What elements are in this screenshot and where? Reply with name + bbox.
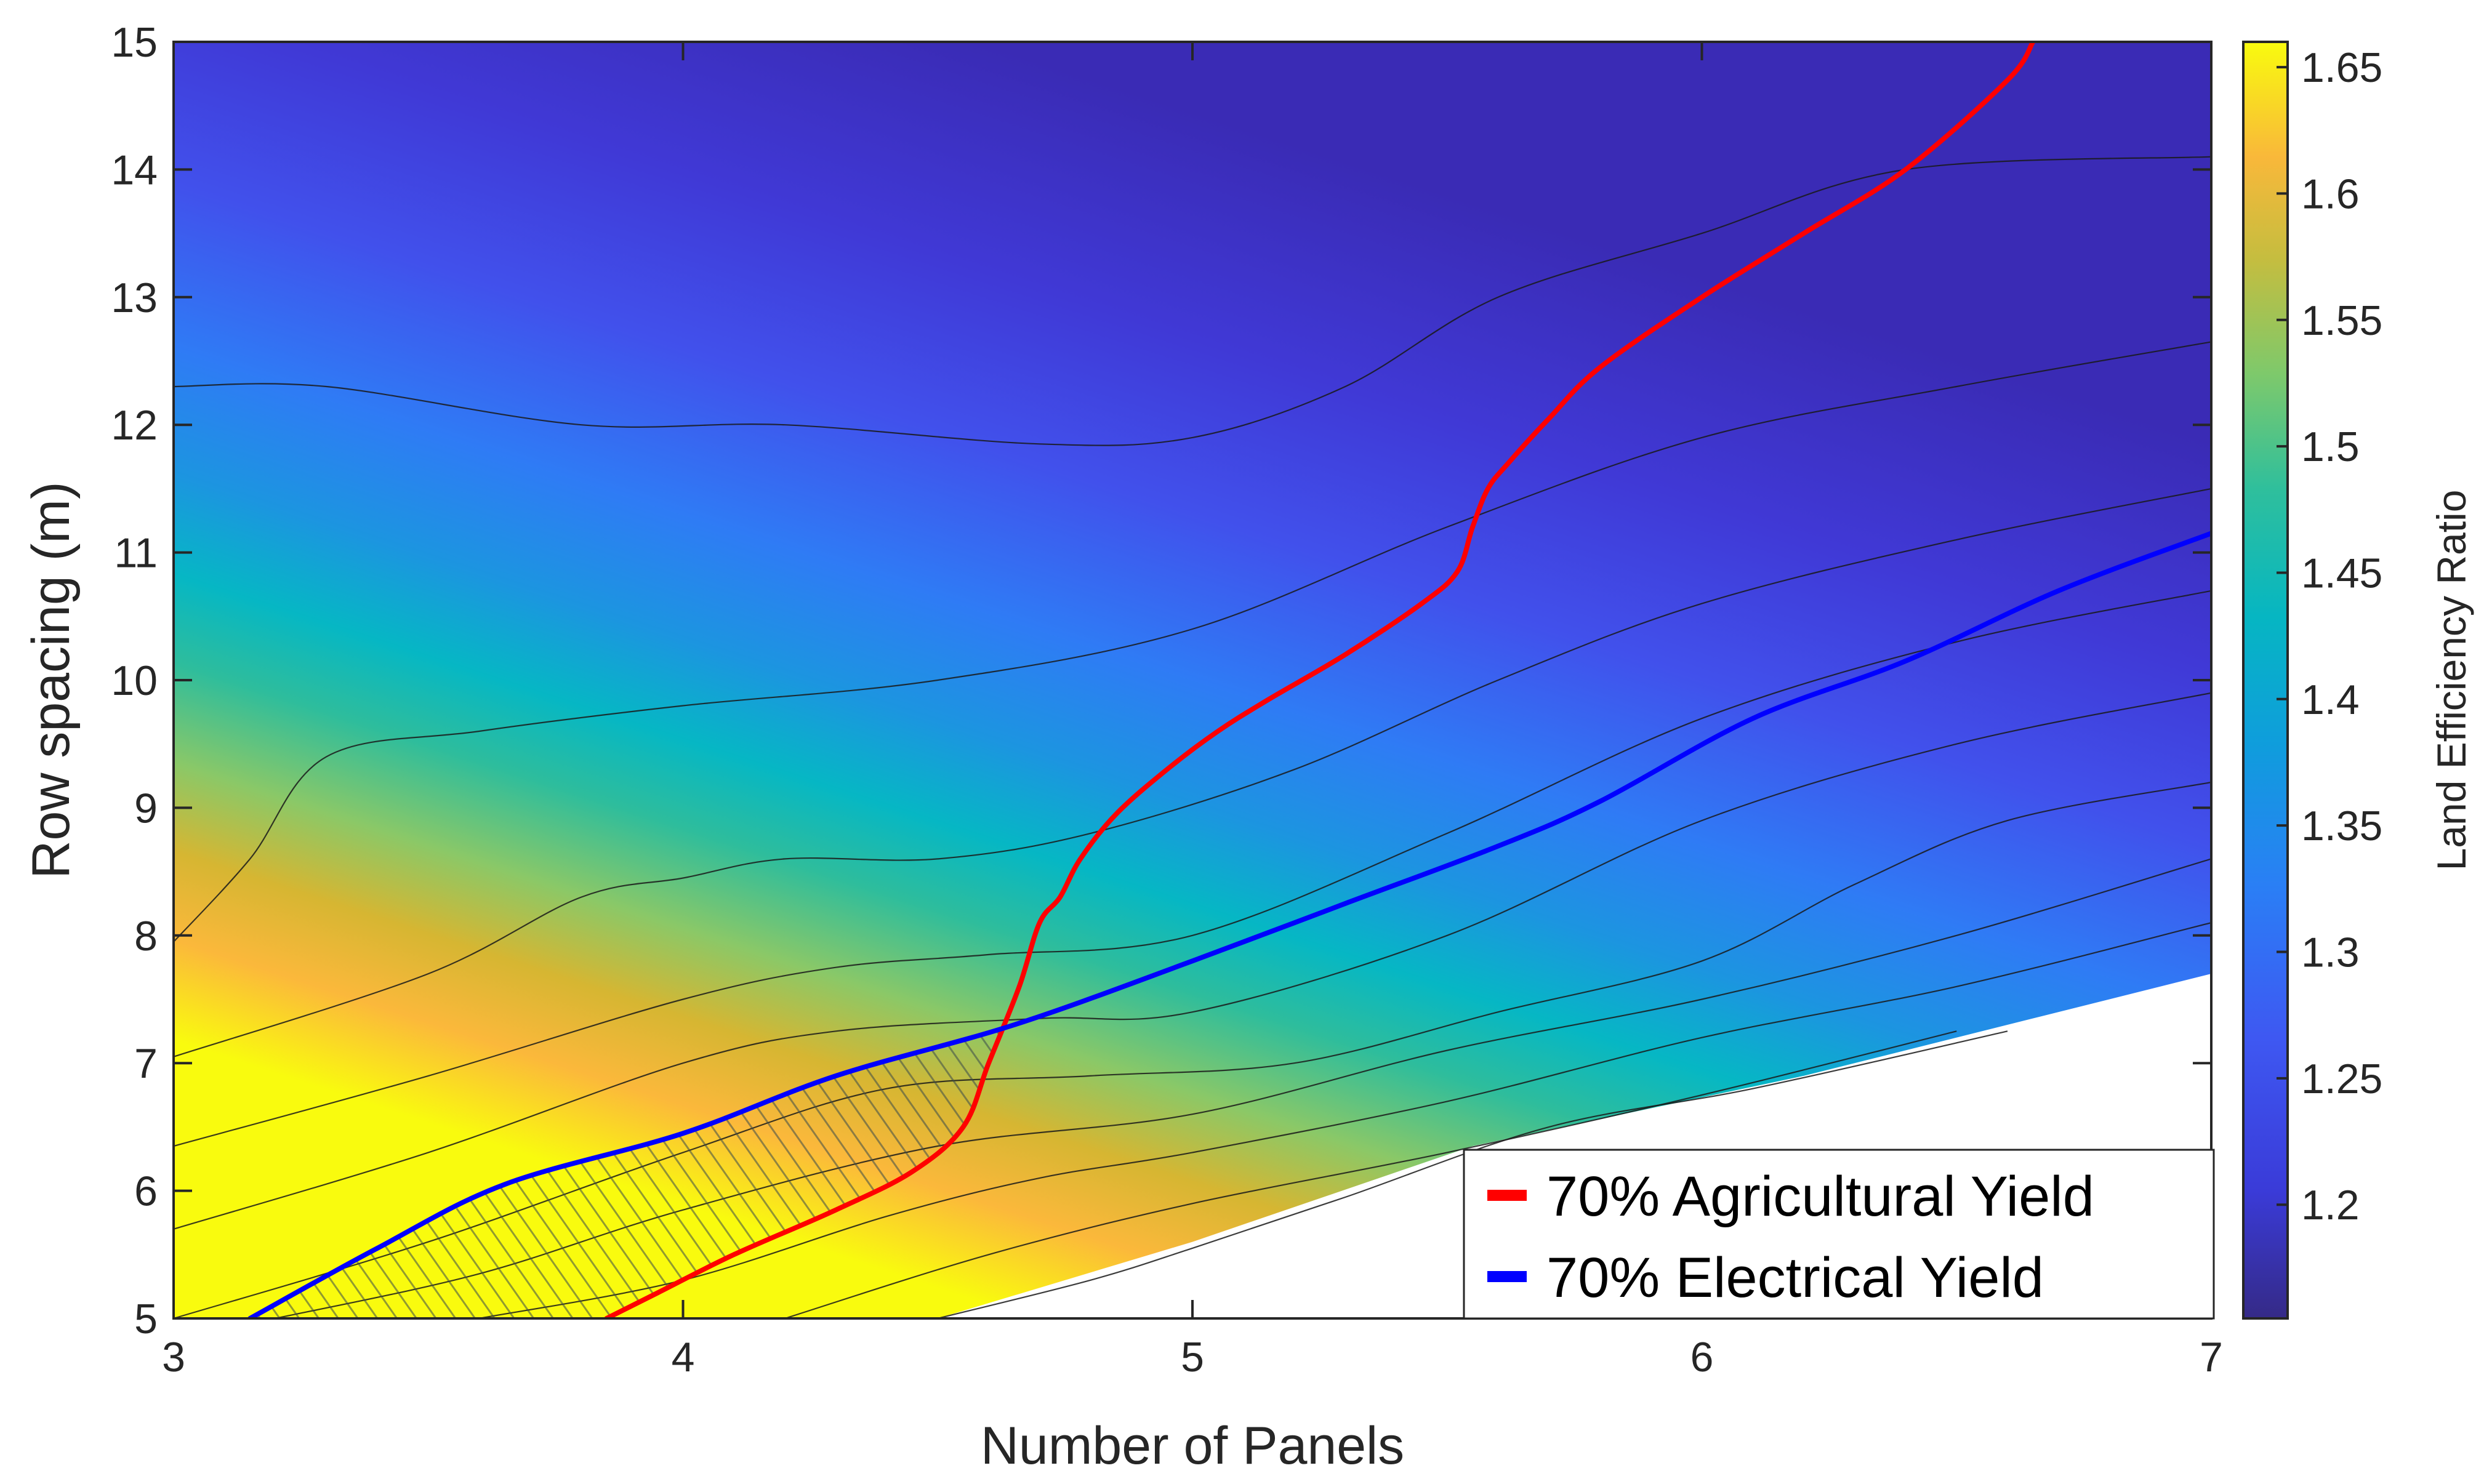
y-tick-label: 6 xyxy=(134,1168,158,1215)
y-tick-label: 15 xyxy=(111,19,158,66)
colorbar-tick-label: 1.2 xyxy=(2301,1182,2360,1229)
efficiency-field xyxy=(174,42,2211,1318)
colorbar: 1.2 1.25 1.3 1.35 1.4 1.45 1.5 1.55 1.6 1.65 Land… xyxy=(2242,41,2474,1320)
y-tick-label: 10 xyxy=(111,657,158,704)
contour-line xyxy=(174,156,2211,446)
series-lines xyxy=(247,42,2211,1318)
legend-label-electrical: 70% Electrical Yield xyxy=(1546,1246,2044,1309)
y-tick-label: 8 xyxy=(134,913,158,960)
y-tick-label: 13 xyxy=(111,275,158,321)
colorbar-tick-label: 1.45 xyxy=(2301,550,2382,596)
electrical-yield-line xyxy=(247,531,2211,1318)
colorbar-tick-label: 1.65 xyxy=(2301,44,2382,91)
x-tick-label: 5 xyxy=(1181,1334,1204,1381)
y-tick-label: 14 xyxy=(111,146,158,193)
colorbar-tick-label: 1.25 xyxy=(2301,1056,2382,1102)
x-tick-label: 6 xyxy=(1690,1334,1714,1381)
contour-line xyxy=(938,1030,2008,1318)
colorbar-tick-label: 1.5 xyxy=(2301,423,2360,470)
y-tick-label: 9 xyxy=(134,785,158,832)
y-axis-title: Row spacing (m) xyxy=(22,481,81,878)
colorbar-tick-label: 1.4 xyxy=(2301,676,2360,723)
hatched-feasible-region xyxy=(199,1027,1007,1318)
y-tick-label: 11 xyxy=(114,530,158,577)
x-tick-label: 4 xyxy=(672,1334,695,1381)
contour-line xyxy=(784,1030,1957,1318)
y-axis: 5 6 7 8 9 10 11 12 13 14 15 xyxy=(111,19,2211,1342)
agricultural-yield-line xyxy=(604,42,2036,1318)
x-tick-label: 7 xyxy=(2200,1334,2223,1381)
x-axis: 3 4 5 6 7 xyxy=(162,42,2223,1381)
colorbar-title: Land Efficiency Ratio xyxy=(2429,490,2474,871)
colorbar-tick-label: 1.35 xyxy=(2301,803,2382,849)
colorbar-tick-label: 1.55 xyxy=(2301,297,2382,344)
x-tick-label: 3 xyxy=(162,1334,185,1381)
colorbar-tick-label: 1.6 xyxy=(2301,170,2360,217)
legend: 70% Agricultural Yield 70% Electrical Yi… xyxy=(1463,1149,2215,1320)
contour-line xyxy=(174,487,2211,1057)
contour-line xyxy=(479,922,2211,1318)
colorbar-gradient xyxy=(2242,41,2289,1320)
legend-label-agricultural: 70% Agricultural Yield xyxy=(1546,1165,2094,1228)
contour-line xyxy=(174,341,2211,942)
contour-line xyxy=(174,590,2211,1147)
colorbar-tick-label: 1.3 xyxy=(2301,929,2360,976)
y-tick-label: 7 xyxy=(134,1040,158,1087)
y-tick-label: 12 xyxy=(111,402,158,449)
contour-line xyxy=(174,692,2211,1230)
y-tick-label: 5 xyxy=(134,1296,158,1342)
legend-box xyxy=(1463,1149,2215,1320)
colorbar-ticks: 1.2 1.25 1.3 1.35 1.4 1.45 1.5 1.55 1.6 1.65 xyxy=(2277,44,2382,1229)
x-axis-title: Number of Panels xyxy=(981,1416,1404,1475)
plot-area xyxy=(174,42,2211,1318)
